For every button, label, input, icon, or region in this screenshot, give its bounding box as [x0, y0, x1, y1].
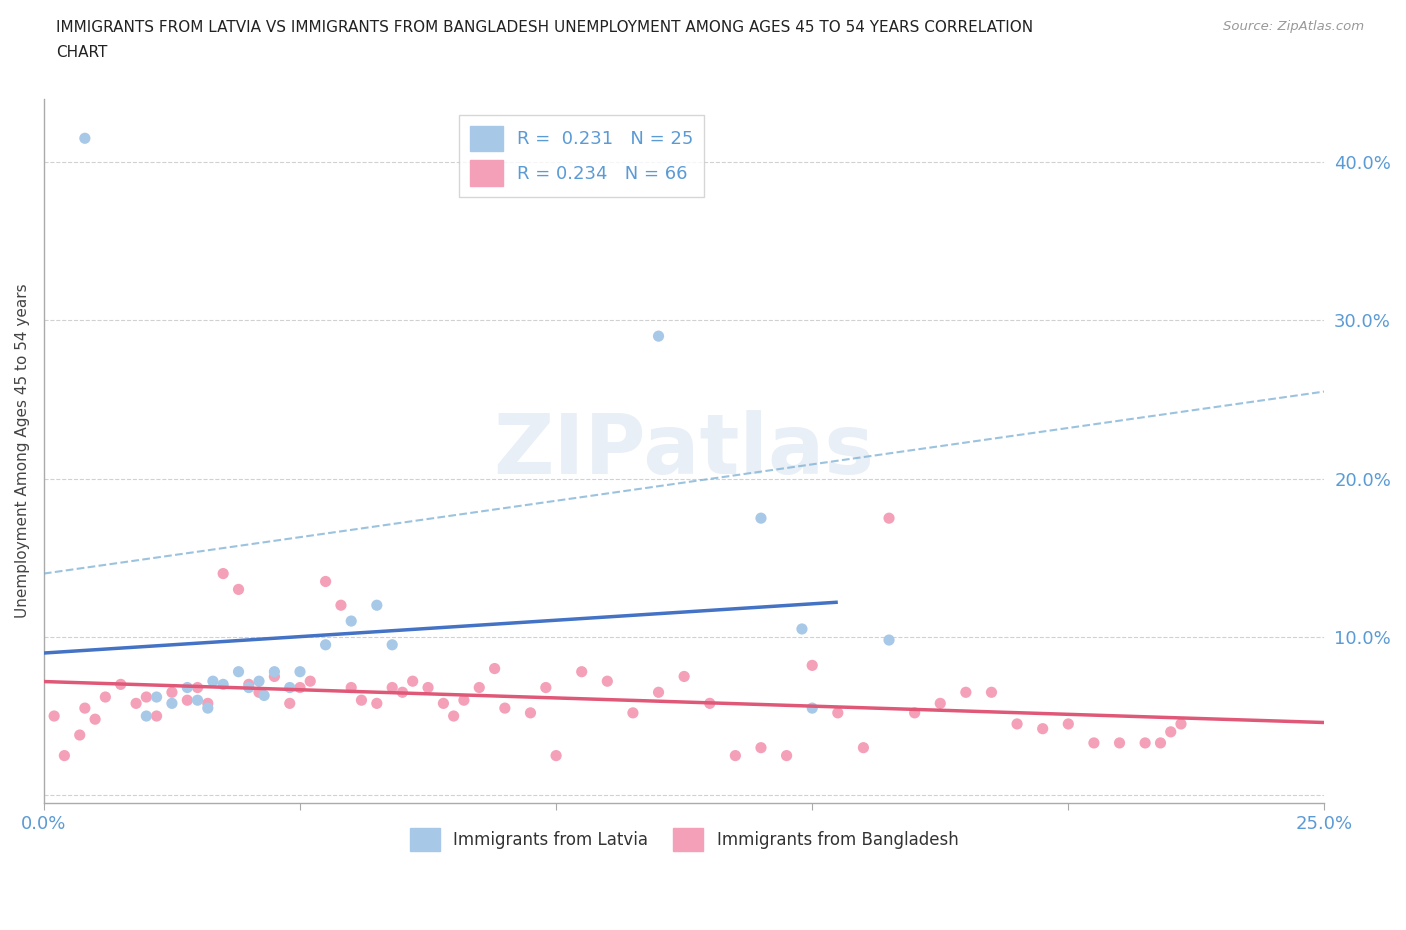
Point [212, 566, 235, 581]
Point [288, 680, 311, 695]
Point [453, 693, 475, 708]
Point [176, 680, 198, 695]
Point [647, 328, 669, 343]
Point [160, 684, 183, 699]
Point [212, 677, 235, 692]
Point [160, 696, 183, 711]
Point [749, 740, 772, 755]
Point [238, 680, 260, 695]
Point [468, 680, 491, 695]
Point [263, 669, 285, 684]
Point [571, 664, 593, 679]
Point [955, 684, 977, 699]
Point [197, 696, 219, 711]
Point [827, 706, 849, 721]
Point [1149, 736, 1171, 751]
Point [416, 680, 439, 695]
Point [852, 740, 875, 755]
Y-axis label: Unemployment Among Ages 45 to 54 years: Unemployment Among Ages 45 to 54 years [15, 284, 30, 618]
Point [929, 696, 952, 711]
Point [330, 598, 353, 613]
Point [145, 709, 167, 724]
Point [534, 680, 557, 695]
Point [519, 706, 541, 721]
Point [228, 664, 250, 679]
Point [247, 673, 270, 688]
Point [238, 677, 260, 692]
Point [381, 637, 404, 652]
Point [904, 706, 927, 721]
Point [278, 680, 301, 695]
Legend: Immigrants from Latvia, Immigrants from Bangladesh: Immigrants from Latvia, Immigrants from … [404, 821, 965, 858]
Point [1160, 724, 1182, 739]
Point [980, 684, 1002, 699]
Point [44, 709, 66, 724]
Point [135, 689, 157, 704]
Point [125, 696, 148, 711]
Point [69, 727, 91, 742]
Point [187, 680, 209, 695]
Point [801, 658, 824, 672]
Point [596, 673, 619, 688]
Point [366, 598, 388, 613]
Point [432, 696, 454, 711]
Point [877, 632, 900, 647]
Point [135, 709, 157, 724]
Point [443, 709, 465, 724]
Point [263, 664, 285, 679]
Text: Source: ZipAtlas.com: Source: ZipAtlas.com [1223, 20, 1364, 33]
Point [484, 661, 506, 676]
Point [724, 748, 747, 763]
Point [197, 700, 219, 715]
Point [340, 614, 363, 629]
Point [391, 684, 413, 699]
Point [278, 696, 301, 711]
Point [201, 673, 224, 688]
Point [801, 700, 824, 715]
Point [673, 669, 696, 684]
Point [790, 621, 813, 636]
Point [699, 696, 721, 711]
Text: IMMIGRANTS FROM LATVIA VS IMMIGRANTS FROM BANGLADESH UNEMPLOYMENT AMONG AGES 45 : IMMIGRANTS FROM LATVIA VS IMMIGRANTS FRO… [56, 20, 1033, 35]
Point [546, 748, 568, 763]
Point [749, 511, 772, 525]
Point [1083, 736, 1105, 751]
Point [228, 582, 250, 597]
Point [315, 574, 337, 589]
Point [299, 673, 322, 688]
Point [1133, 736, 1156, 751]
Point [340, 680, 363, 695]
Point [1108, 736, 1130, 751]
Point [350, 693, 373, 708]
Point [247, 684, 270, 699]
Point [53, 748, 76, 763]
Point [775, 748, 797, 763]
Point [1170, 716, 1192, 731]
Point [253, 688, 276, 703]
Point [187, 693, 209, 708]
Point [621, 706, 644, 721]
Point [647, 684, 669, 699]
Point [73, 700, 96, 715]
Point [494, 700, 516, 715]
Point [145, 689, 167, 704]
Point [1005, 716, 1028, 731]
Point [73, 131, 96, 146]
Point [877, 511, 900, 525]
Point [381, 680, 404, 695]
Point [94, 689, 117, 704]
Point [1032, 722, 1054, 737]
Point [1057, 716, 1080, 731]
Point [288, 664, 311, 679]
Text: CHART: CHART [56, 45, 108, 60]
Point [84, 711, 107, 726]
Point [110, 677, 132, 692]
Point [176, 693, 198, 708]
Point [402, 673, 425, 688]
Text: ZIPatlas: ZIPatlas [494, 410, 875, 491]
Point [315, 637, 337, 652]
Point [366, 696, 388, 711]
